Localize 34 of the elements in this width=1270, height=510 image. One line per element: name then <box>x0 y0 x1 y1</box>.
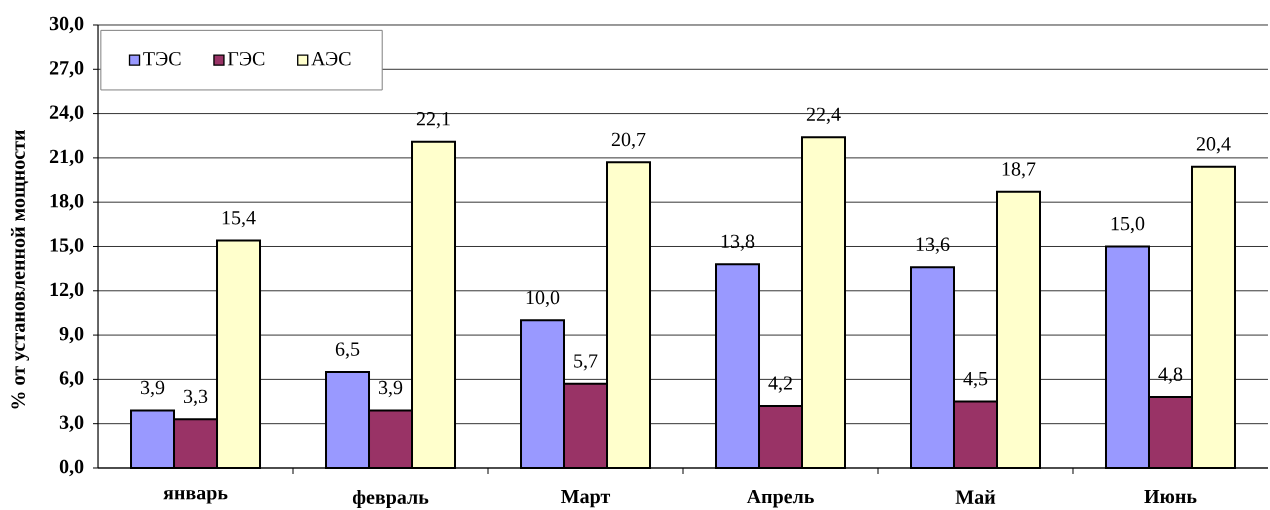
data-label: 10,0 <box>526 290 560 308</box>
y-tick-label: 0,0 <box>59 459 84 477</box>
data-label: 15,0 <box>1111 216 1145 234</box>
x-tick-label: Май <box>955 489 996 504</box>
data-label: 3,3 <box>183 389 208 406</box>
y-axis-title: % от установленной мощности <box>10 129 30 409</box>
data-label: 3,9 <box>378 380 403 398</box>
x-tick-label: Март <box>561 489 611 508</box>
x-tick-label: январь <box>163 489 228 504</box>
data-label: 15,4 <box>222 211 256 228</box>
y-tick-label: 30,0 <box>49 16 84 34</box>
legend-label: ТЭС <box>143 52 181 66</box>
data-label: 3,9 <box>140 380 165 398</box>
data-label: 20,7 <box>611 132 646 150</box>
x-tick-label: февраль <box>352 489 429 509</box>
y-tick-label: 6,0 <box>59 371 84 388</box>
x-tick-label: Июнь <box>1144 489 1197 504</box>
legend-label: ГЭС <box>227 52 265 66</box>
data-label: 20,4 <box>1196 137 1231 154</box>
data-label: 4,2 <box>768 376 792 393</box>
y-tick-label: 3,0 <box>59 415 84 432</box>
y-tick-label: 9,0 <box>59 326 84 344</box>
y-tick-label: 24,0 <box>49 105 84 122</box>
x-tick-label: Апрель <box>746 489 814 508</box>
legend-label: АЭС <box>311 52 351 66</box>
data-label: 5,7 <box>574 354 598 371</box>
y-tick-label: 12,0 <box>50 282 84 299</box>
y-tick-label: 18,0 <box>50 193 84 211</box>
y-tick-label: 21,0 <box>49 149 84 167</box>
data-label: 18,7 <box>1002 162 1036 179</box>
data-label: 22,1 <box>416 112 450 129</box>
data-label: 6,5 <box>335 342 360 359</box>
y-tick-label: 27,0 <box>49 61 84 78</box>
y-tick-label: 15,0 <box>50 238 84 255</box>
